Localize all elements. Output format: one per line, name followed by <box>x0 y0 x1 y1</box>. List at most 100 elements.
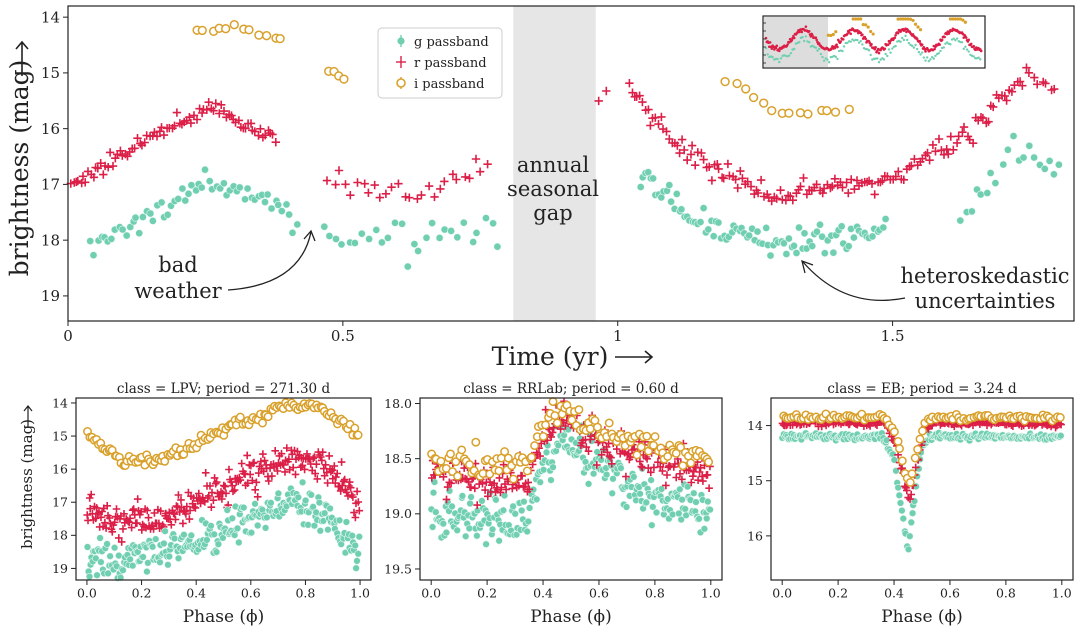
main-r-point <box>360 179 369 188</box>
main-g-point <box>795 223 803 232</box>
lpv-r-point <box>133 495 142 503</box>
inset-g-point <box>801 36 804 39</box>
inset-r-point <box>859 31 863 35</box>
rrlab-g-point <box>509 502 517 510</box>
main-g-point <box>800 229 809 238</box>
rrlab-i-point <box>604 418 614 428</box>
main-r-point <box>483 160 492 169</box>
inset-g-point <box>824 57 828 60</box>
main-r-point <box>133 134 142 143</box>
inset-r-point <box>938 43 941 46</box>
lpv-r-point <box>349 493 357 501</box>
lpv-g-point <box>212 548 221 556</box>
rrlab-r-point <box>478 479 487 488</box>
main-g-point <box>665 181 674 189</box>
main-r-point <box>1018 81 1027 90</box>
lpv-x-tick-label: 0.8 <box>295 586 315 601</box>
inset-r-point <box>940 38 944 42</box>
lpv-r-point <box>127 523 136 532</box>
inset-r-point <box>786 43 789 46</box>
main-g-point <box>879 223 888 232</box>
main-r-point <box>847 175 856 184</box>
main-r-point <box>172 108 182 117</box>
inset-r-point <box>792 34 795 38</box>
main-g-point <box>365 235 373 243</box>
main-r-point <box>850 185 859 194</box>
rrlab-i-point <box>503 453 513 463</box>
main-g-point <box>649 174 657 183</box>
lpv-r-point <box>171 515 180 524</box>
eb-i-point <box>895 444 904 454</box>
main-r-point <box>723 159 733 169</box>
inset-g-point <box>859 39 862 43</box>
inset-i-point <box>896 17 900 21</box>
annotation-bad-weather-arrowhead-icon <box>303 229 316 242</box>
lpv-g-point <box>207 522 215 530</box>
main-r-point <box>891 172 900 181</box>
main-r-point <box>271 138 280 147</box>
main-g-point <box>122 231 131 240</box>
main-g-point <box>261 198 269 206</box>
main-i-point <box>261 31 272 41</box>
lpv-r-point <box>317 453 325 461</box>
rrlab-r-point <box>443 483 452 491</box>
main-r-point <box>731 175 740 184</box>
rrlab-i-point <box>541 420 550 430</box>
rrlab-r-point <box>603 448 612 457</box>
lpv-g-point <box>143 567 151 576</box>
main-r-point <box>870 190 879 199</box>
main-g-point <box>288 228 297 237</box>
main-y-tick-label: 18 <box>41 231 60 249</box>
lpv-r-point <box>101 518 109 527</box>
eb-i-point <box>905 477 915 487</box>
rrlab-i-point <box>550 411 560 421</box>
rrlab-r-point <box>687 478 696 487</box>
lpv-g-point <box>174 554 183 562</box>
lpv-g-point <box>312 508 320 516</box>
inset-g-point <box>889 51 892 54</box>
inset-g-point <box>964 45 967 49</box>
main-r-point <box>364 188 373 197</box>
inset-g-point <box>944 42 947 45</box>
main-r-point <box>1033 80 1042 89</box>
inset-g-point <box>798 40 801 44</box>
inset-r-point <box>817 42 821 45</box>
main-g-point <box>428 219 436 227</box>
lpv-r-point <box>338 481 346 490</box>
inset-g-point <box>771 56 774 59</box>
rrlab-r-point <box>658 467 667 475</box>
lpv-g-point <box>316 527 324 535</box>
inset-g-point <box>939 49 942 53</box>
main-g-point <box>447 226 455 235</box>
inset-g-point <box>954 38 957 42</box>
main-r-point <box>436 184 445 194</box>
inset-g-point <box>904 34 907 38</box>
lpv-g-point <box>223 506 232 514</box>
main-r-point <box>594 96 603 106</box>
main-r-point <box>405 193 414 202</box>
eb-y-tick-label: 15 <box>747 473 763 488</box>
main-r-point <box>116 146 125 155</box>
inset-i-point <box>856 17 860 21</box>
lpv-r-point <box>254 469 263 477</box>
main-r-point <box>905 162 914 171</box>
main-r-point <box>375 193 384 202</box>
main-r-point <box>1050 84 1059 94</box>
rrlab-g-point <box>495 537 503 545</box>
main-r-point <box>1002 96 1011 105</box>
main-r-point <box>475 167 485 176</box>
main-r-point <box>719 174 728 183</box>
rrlab-subplot-title: class = RRLab; period = 0.60 d <box>463 381 679 397</box>
inset-g-point <box>793 47 796 51</box>
inset-g-point <box>955 37 959 40</box>
inset-g-point <box>819 52 823 56</box>
lpv-y-tick-label: 17 <box>52 495 68 510</box>
main-g-point <box>86 237 95 245</box>
main-y-axis-label: brightness (mag) <box>5 60 34 277</box>
lpv-r-point <box>342 488 351 497</box>
inset-g-point <box>945 41 949 44</box>
main-g-point <box>459 218 468 227</box>
main-g-point <box>440 225 449 234</box>
main-g-point <box>1019 153 1028 162</box>
main-y-tick-label: 17 <box>41 176 60 194</box>
